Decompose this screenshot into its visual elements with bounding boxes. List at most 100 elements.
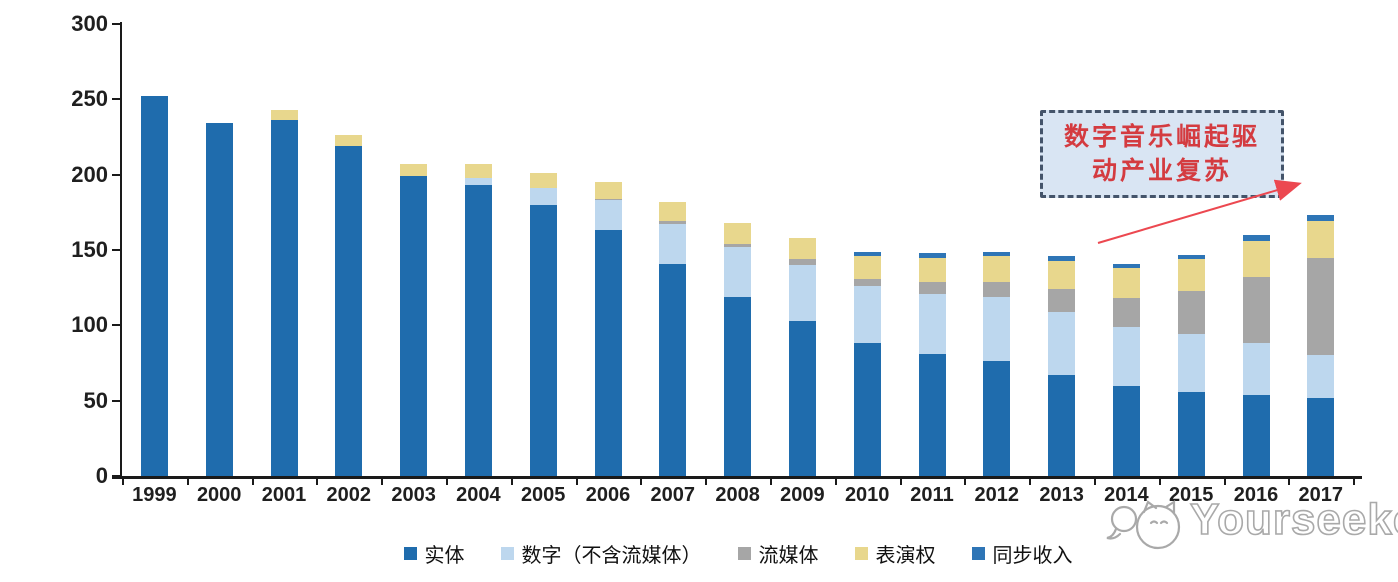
bar-segment-2011-series3 (918, 257, 946, 282)
legend-label: 表演权 (875, 544, 936, 567)
bar-segment-2009-series3 (788, 237, 816, 260)
y-axis-tick (112, 324, 121, 327)
bar-segment-2016-series2 (1242, 277, 1270, 344)
bar-segment-2009-series2 (788, 259, 816, 266)
bar-segment-2012-series2 (983, 281, 1011, 297)
bar-segment-2006-series3 (594, 182, 622, 199)
y-axis-tick-label: 200 (71, 161, 108, 187)
x-axis-tick (510, 477, 513, 485)
bar-segment-2016-series0 (1242, 394, 1270, 476)
bar-segment-2003-series3 (400, 164, 428, 177)
bar-segment-2011-series0 (918, 353, 946, 476)
bar-segment-2012-series3 (983, 256, 1011, 282)
bar-segment-2008-series0 (724, 296, 752, 476)
bar-segment-2002-series0 (335, 146, 363, 476)
bar-segment-2002-series3 (335, 135, 363, 147)
bar-segment-2017-series3 (1307, 221, 1335, 258)
y-axis-tick (112, 399, 121, 402)
x-axis-label: 1999 (132, 484, 177, 506)
bar-segment-2015-series1 (1177, 334, 1205, 392)
bar-segment-2006-series2 (594, 198, 622, 201)
bar-segment-2009-series0 (788, 320, 816, 476)
bar-segment-2007-series0 (659, 263, 687, 476)
bar-segment-2001-series0 (270, 120, 298, 476)
bar-segment-2015-series3 (1177, 259, 1205, 291)
x-axis-label: 2014 (1104, 484, 1149, 506)
bar-segment-2017-series0 (1307, 397, 1335, 476)
legend-swatch-icon (737, 546, 751, 560)
y-axis-line (120, 22, 122, 479)
x-axis-line (112, 476, 1362, 479)
bar-segment-2008-series3 (724, 222, 752, 244)
legend-label: 流媒体 (758, 544, 819, 567)
legend-item-0: 实体 (403, 539, 465, 568)
bar-segment-2001-series3 (270, 109, 298, 121)
bar-segment-2017-series1 (1307, 355, 1335, 398)
bar-segment-2007-series3 (659, 201, 687, 222)
legend-label: 数字（不含流媒体） (521, 544, 702, 567)
y-axis-tick (112, 98, 121, 101)
bar-segment-2005-series3 (529, 173, 557, 189)
x-axis-tick (316, 477, 319, 485)
y-axis-tick-label: 300 (71, 11, 108, 36)
bar-segment-2016-series3 (1242, 240, 1270, 278)
legend-swatch-icon (500, 546, 514, 560)
bar-segment-2004-series1 (464, 177, 492, 186)
x-axis-tick (251, 477, 254, 485)
bar-segment-1999-series0 (140, 96, 168, 476)
x-axis-label: 2015 (1168, 484, 1214, 506)
annotation-text-line2: 动产业复苏 (1091, 156, 1232, 185)
bar-segment-2012-series0 (983, 361, 1011, 476)
bar-segment-2013-series0 (1048, 375, 1076, 476)
legend-label: 实体 (424, 544, 465, 567)
bar-segment-2006-series0 (594, 230, 622, 476)
bar-segment-2013-series4 (1048, 256, 1076, 261)
x-axis-tick (899, 477, 902, 485)
x-axis-label: 2000 (196, 484, 242, 506)
y-axis-tick-label: 150 (71, 237, 108, 262)
y-axis-tick-label: 100 (71, 312, 108, 338)
y-axis-tick-label: 50 (83, 387, 108, 413)
bar-segment-2012-series1 (983, 296, 1011, 362)
y-axis-tick (112, 23, 121, 25)
bar-segment-2014-series4 (1112, 263, 1140, 269)
legend-label: 同步收入 (992, 544, 1073, 567)
bar-segment-2013-series1 (1048, 311, 1076, 376)
bar-segment-2010-series1 (853, 286, 881, 344)
y-axis-tick (112, 475, 121, 477)
bar-segment-2010-series4 (853, 251, 881, 257)
legend-swatch-icon (971, 546, 985, 560)
legend-item-4: 同步收入 (971, 539, 1073, 568)
bar-segment-2015-series4 (1177, 254, 1205, 260)
legend-item-3: 表演权 (854, 539, 936, 568)
legend-item-2: 流媒体 (737, 539, 819, 568)
x-axis-tick (186, 477, 189, 485)
x-axis-tick (834, 477, 837, 485)
x-axis-label: 2009 (780, 484, 825, 506)
x-axis-tick (575, 477, 578, 485)
bar-segment-2017-series4 (1307, 215, 1335, 222)
bar-segment-2013-series2 (1048, 289, 1076, 312)
x-axis-label: 2004 (456, 484, 501, 506)
x-axis-label: 2005 (520, 484, 566, 506)
bar-segment-2004-series3 (464, 164, 492, 178)
chart-legend: 实体 数字（不含流媒体） 流媒体 表演权 同步收入 (122, 538, 1354, 568)
bar-segment-2017-series2 (1307, 257, 1335, 356)
x-axis-tick (1288, 477, 1291, 485)
bar-segment-2010-series2 (853, 278, 881, 287)
bar-segment-2015-series0 (1177, 391, 1205, 476)
bar-segment-2009-series1 (788, 265, 816, 321)
x-axis-tick (381, 477, 384, 485)
x-axis-tick (1223, 477, 1226, 485)
x-axis-tick (705, 477, 708, 485)
bar-segment-2000-series0 (205, 123, 233, 476)
x-axis-label: 2008 (715, 484, 760, 506)
bar-segment-2003-series0 (400, 176, 428, 476)
x-axis-tick (1158, 477, 1161, 485)
x-axis-tick (1029, 477, 1032, 485)
x-axis-label: 2010 (844, 484, 890, 506)
legend-swatch-icon (854, 546, 868, 560)
bar-segment-2005-series0 (529, 204, 557, 476)
y-axis-tick (112, 173, 121, 176)
